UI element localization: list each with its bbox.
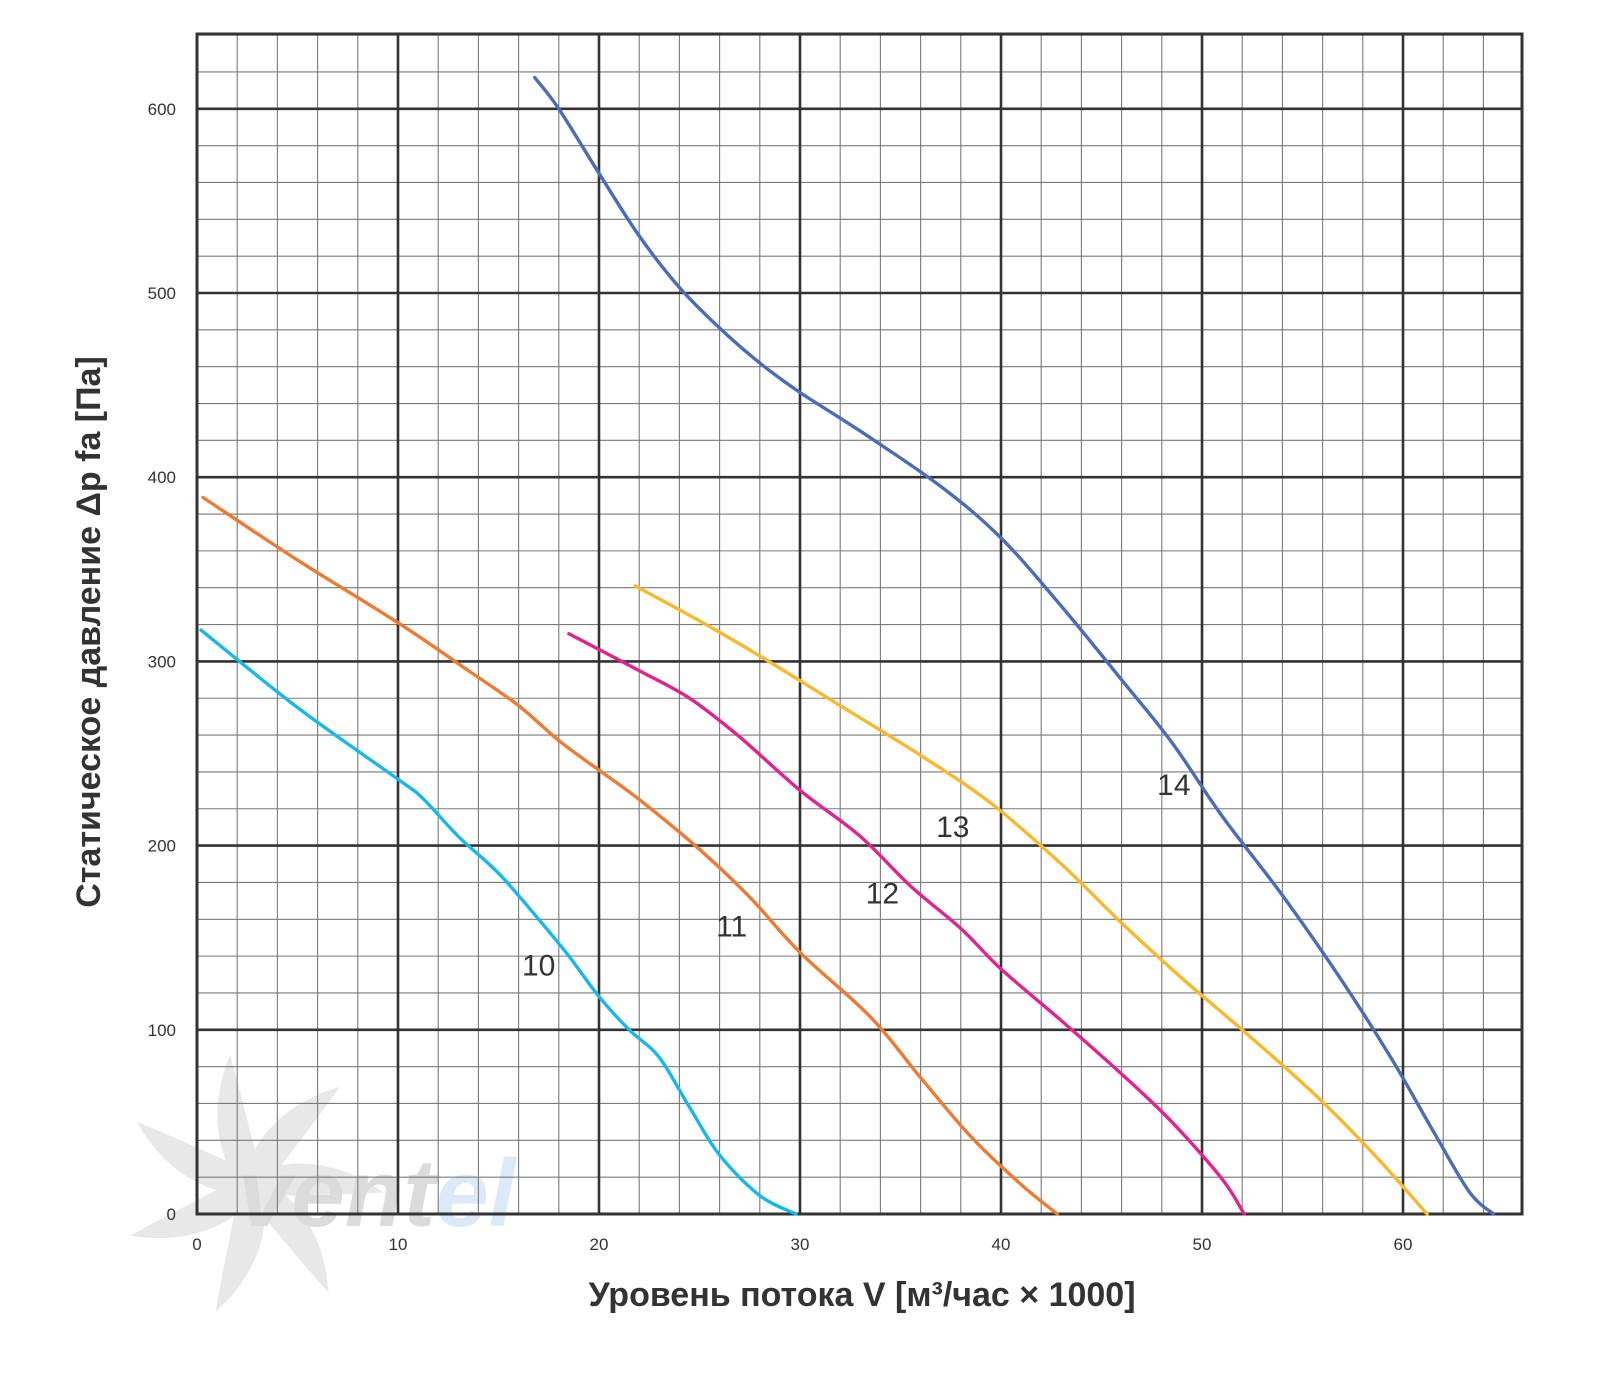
y-tick-label: 0: [167, 1205, 176, 1224]
x-tick-label: 20: [590, 1235, 609, 1254]
curve-label-12: 12: [866, 877, 899, 910]
plot-frame: [195, 32, 1524, 1216]
y-tick-label: 500: [148, 284, 176, 303]
y-tick-label: 100: [148, 1021, 176, 1040]
x-tick-label: 30: [791, 1235, 810, 1254]
curve-label-10: 10: [522, 949, 555, 982]
major-grid: [195, 34, 1522, 1216]
x-tick-label: 60: [1394, 1235, 1413, 1254]
y-tick-label: 200: [148, 837, 176, 856]
minor-grid: [197, 34, 1522, 1214]
x-tick-label: 0: [192, 1235, 201, 1254]
curve-12: [567, 632, 1246, 1216]
watermark-text-vent: vent: [238, 1140, 439, 1247]
curve-13: [633, 584, 1429, 1216]
y-tick-label: 400: [148, 468, 176, 487]
performance-curves: [199, 75, 1496, 1216]
y-tick-label: 600: [148, 100, 176, 119]
x-tick-label: 10: [389, 1235, 408, 1254]
x-axis-title: Уровень потока V [м³/час × 1000]: [588, 1276, 1135, 1314]
y-tick-label: 300: [148, 652, 176, 671]
ventel-watermark-logo: ventel: [130, 1055, 518, 1312]
curve-label-11: 11: [716, 911, 747, 944]
curve-label-13: 13: [936, 811, 969, 844]
curve-label-14: 14: [1157, 769, 1190, 802]
y-axis-title: Статическое давление Δp fa [Па]: [70, 356, 108, 908]
svg-text:ventel: ventel: [238, 1140, 518, 1247]
curve-11: [201, 495, 1059, 1216]
curve-labels: 10 11 12 13 14: [522, 769, 1191, 983]
watermark-text-el: el: [435, 1140, 517, 1247]
x-tick-label: 40: [992, 1235, 1011, 1254]
x-tick-label: 50: [1193, 1235, 1212, 1254]
curve-14: [533, 75, 1496, 1216]
fan-blade-1: [217, 1055, 264, 1185]
curve-10: [199, 628, 798, 1216]
fan-blade-3: [249, 1163, 384, 1197]
